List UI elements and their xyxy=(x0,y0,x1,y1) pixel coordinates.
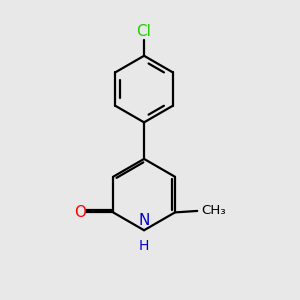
Text: O: O xyxy=(74,205,86,220)
Text: N: N xyxy=(138,213,150,228)
Text: H: H xyxy=(139,238,149,253)
Text: CH₃: CH₃ xyxy=(201,204,225,218)
Text: Cl: Cl xyxy=(136,23,152,38)
